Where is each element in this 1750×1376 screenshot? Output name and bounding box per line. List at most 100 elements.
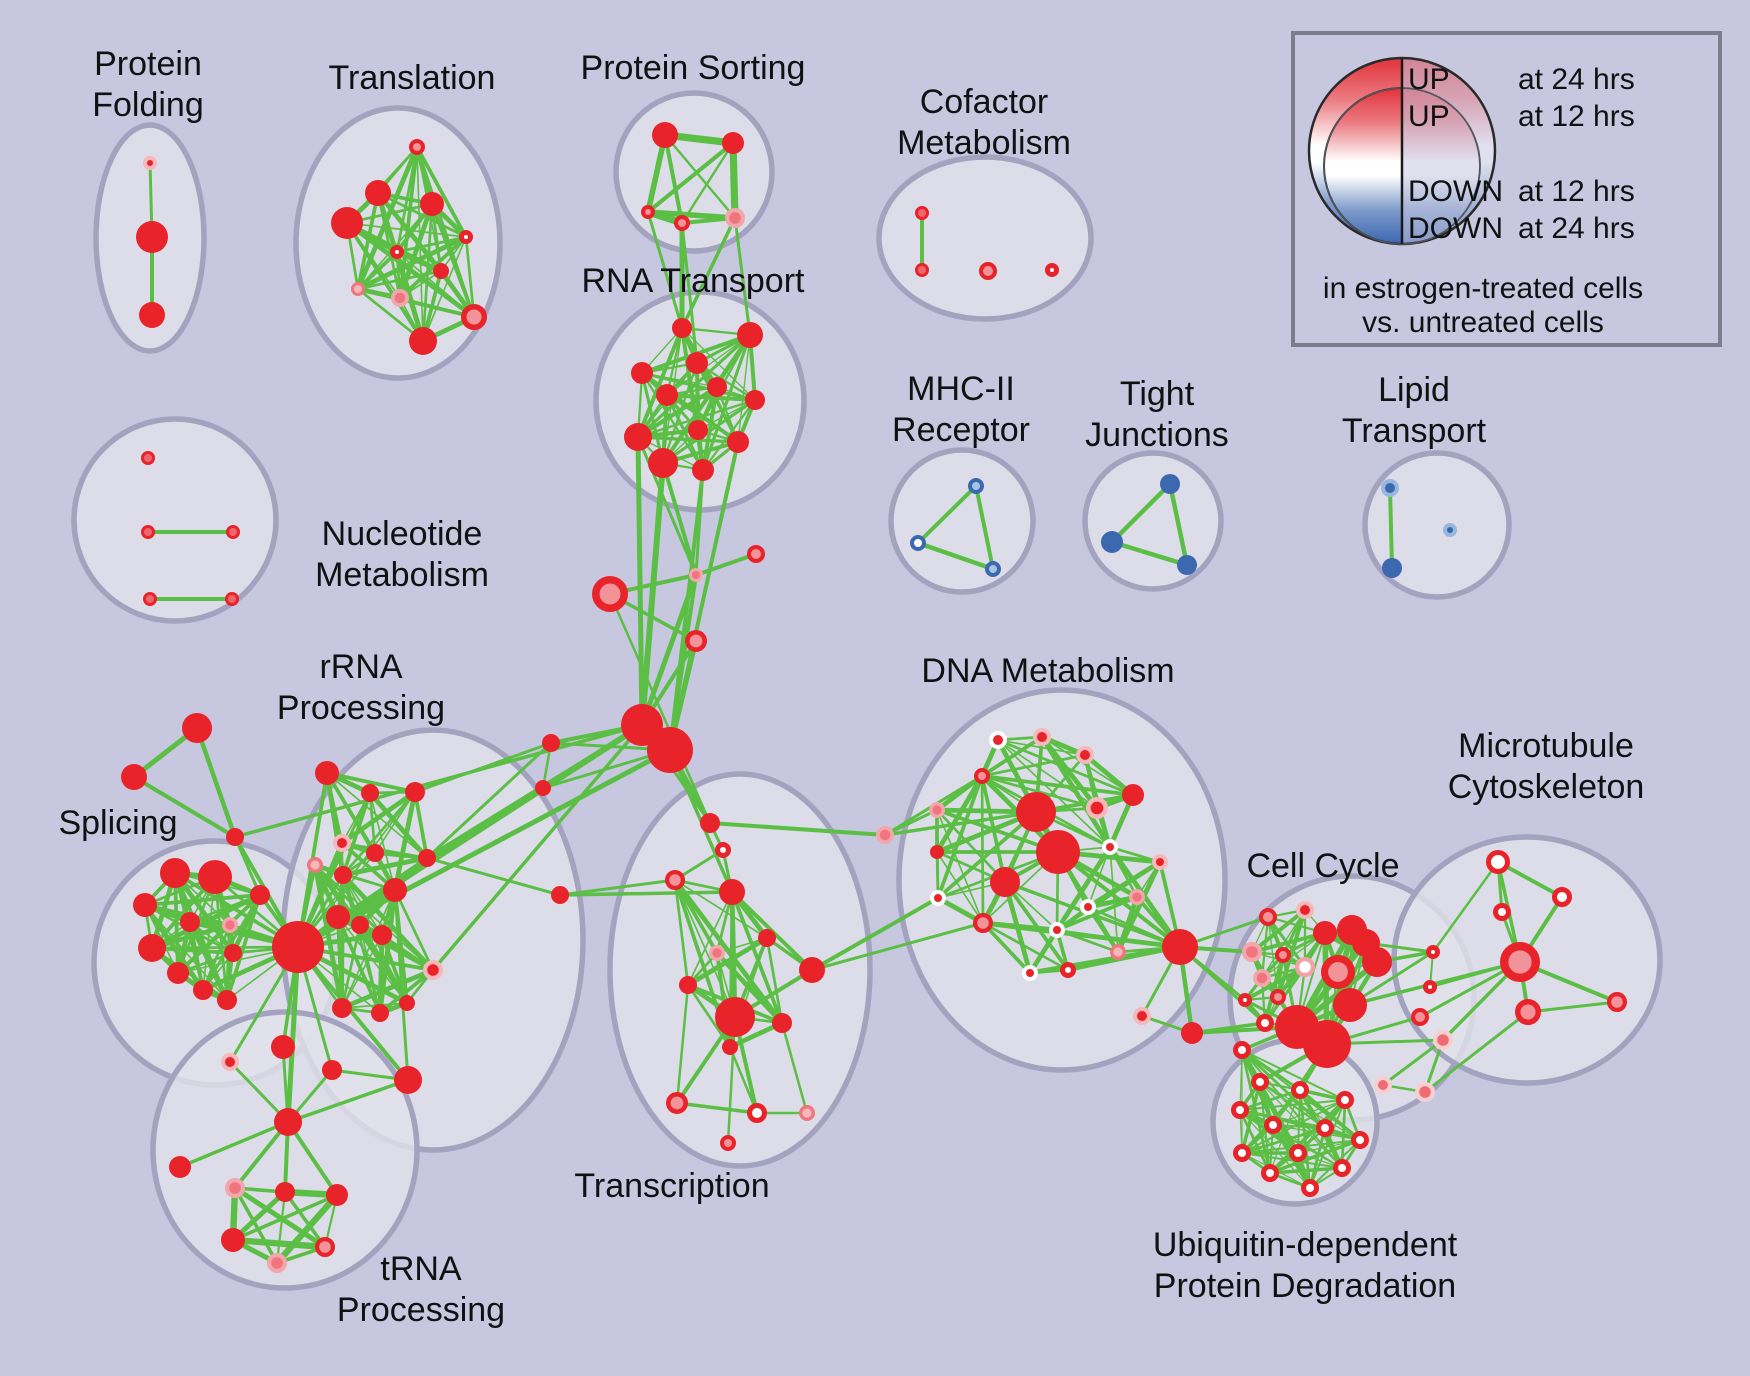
network-edge [1241,1049,1346,1101]
network-node [737,322,763,348]
network-node [624,423,652,451]
network-node [1443,523,1457,537]
network-edge [665,393,757,402]
network-edge [313,863,382,1015]
cluster-cofactor-metabolism [876,154,1094,322]
network-edge [1308,1126,1327,1190]
network-edge [980,774,1099,810]
network-node [391,289,410,308]
network-node [758,929,776,947]
network-edge [1423,1010,1530,1094]
network-node [143,156,157,170]
network-edge [231,1193,339,1242]
cluster-label-splicing: Splicing [58,804,177,842]
network-edge [728,1045,759,1115]
network-node [652,122,678,148]
network-node [1486,850,1511,875]
network-edge [283,1190,327,1249]
network-edge [666,334,751,396]
network-edge [194,725,238,840]
network-node [656,384,678,406]
network-edge [339,967,436,1011]
network-edge [1056,929,1181,948]
network-edge [646,210,684,330]
network-node [1289,1144,1307,1162]
network-edge [1388,486,1394,570]
network-node [1238,993,1252,1007]
network-edge [661,398,757,465]
network-node [1270,989,1286,1005]
network-node [665,1092,688,1115]
network-edge [296,945,410,1082]
network-edge [1276,908,1307,999]
network-node [1022,965,1038,981]
network-node [1499,942,1540,983]
network-node [1016,792,1056,832]
legend-box [1291,31,1722,347]
network-node [968,478,984,494]
network-node [275,1182,295,1202]
network-node [648,448,678,478]
network-edge [356,250,399,291]
network-edge [675,1101,759,1115]
network-edge [694,552,758,577]
network-edge [661,361,699,465]
network-edge [143,893,262,907]
cluster-label-nucleotide-metabolism: Nucleotide [322,515,483,553]
network-edge [636,435,698,577]
cluster-nucleotide-metabolism [71,416,279,624]
network-edge [150,946,229,1002]
network-edge [730,890,784,1025]
network-node [409,327,437,355]
network-edge [1003,880,1182,949]
network-node [423,959,444,980]
network-node [433,263,449,279]
cluster-label-protein-sorting: Protein Sorting [581,49,806,87]
network-node [221,1228,245,1252]
network-node [334,866,352,884]
network-node [631,362,653,384]
network-node [121,764,147,790]
network-edge [340,873,345,1010]
network-node [985,561,1001,577]
network-node [250,885,270,905]
network-node [1333,1159,1351,1177]
network-node [542,734,560,752]
network-edge [687,891,733,986]
network-edge [1027,927,1060,976]
cluster-label-mhc-ii-receptor: Receptor [892,411,1030,449]
network-edge [645,132,668,215]
network-node [1374,1076,1392,1094]
network-node [326,1184,348,1206]
network-edge [341,873,382,1015]
network-node [798,1105,815,1122]
network-edge [726,1015,737,1145]
network-edge [666,394,739,443]
network-edge [1261,932,1326,979]
network-node [333,834,351,852]
network-node [1294,956,1315,977]
network-edge [980,774,985,925]
network-edge [810,921,985,972]
network-edge [1431,860,1500,954]
network-edge [425,741,553,860]
network-edge [275,1190,287,1265]
network-node [1181,1022,1203,1044]
network-edge [425,723,644,860]
network-node [1606,991,1627,1012]
network-node [990,867,1020,897]
network-edge [346,222,467,238]
network-node [799,957,825,983]
network-node [1102,839,1118,855]
network-edge [1496,860,1564,899]
network-node [1060,962,1076,978]
network-edge [635,434,645,728]
network-edge [780,1021,809,1115]
network-node [1086,796,1109,819]
network-edge [733,216,752,337]
network-node [647,727,693,773]
network-node [772,1013,792,1033]
network-edge [936,774,984,900]
network-edge [980,774,1007,884]
network-edge [701,398,757,472]
